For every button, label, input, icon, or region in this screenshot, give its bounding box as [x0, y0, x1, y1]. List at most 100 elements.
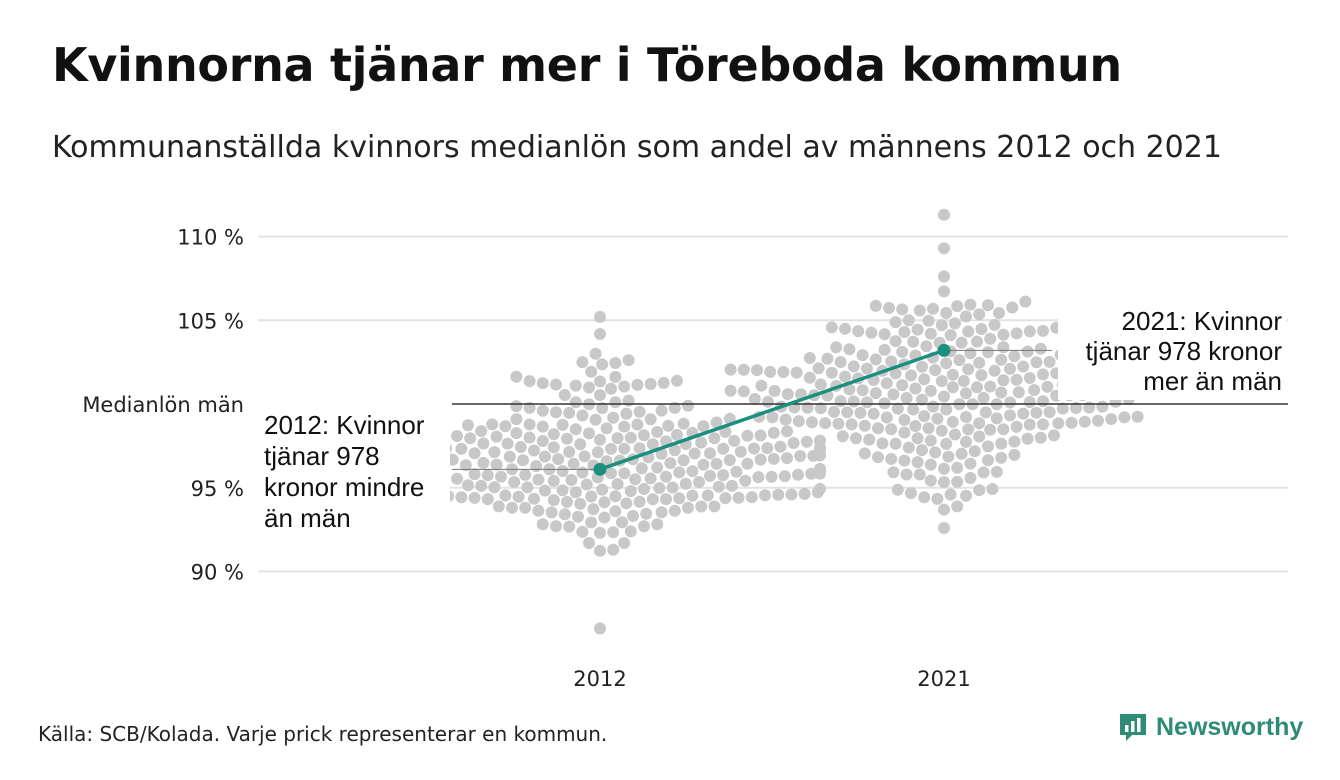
dot-2012: [514, 441, 527, 453]
dot-2012: [644, 472, 657, 485]
y-tick-label: 90 %: [191, 561, 244, 585]
dot-2012: [679, 477, 692, 490]
source-note: Källa: SCB/Kolada. Varje prick represent…: [38, 722, 608, 746]
dot-2012: [600, 422, 613, 435]
dot-2012: [545, 506, 558, 519]
dot-2012: [589, 347, 602, 360]
dot-2021: [995, 451, 1008, 464]
dot-2012: [712, 480, 725, 493]
dot-2021: [896, 379, 909, 392]
dot-2012: [660, 470, 672, 483]
dot-2012: [558, 389, 571, 401]
dot-2021: [872, 451, 884, 464]
dot-2021: [1008, 448, 1021, 461]
dot-2021: [764, 365, 777, 378]
reference-line-label: Medianlön män: [82, 393, 244, 417]
dot-2012: [814, 482, 826, 495]
dot-2021: [1105, 413, 1118, 425]
dot-2012: [589, 413, 602, 426]
dot-2012: [607, 411, 620, 424]
dot-2021: [942, 450, 955, 463]
dot-2021: [841, 406, 854, 419]
dot-2012: [622, 394, 635, 407]
dot-2012: [574, 497, 587, 510]
dot-2012: [517, 454, 529, 467]
dot-2012: [787, 437, 800, 449]
dot-2012: [521, 481, 534, 494]
dot-2021: [825, 321, 838, 334]
dot-2021: [1021, 345, 1034, 358]
dot-2012: [638, 483, 650, 495]
dot-2021: [935, 424, 948, 437]
dot-2012: [455, 491, 468, 504]
dot-2012: [618, 420, 631, 433]
dot-2012: [638, 429, 650, 442]
dot-2012: [741, 457, 754, 470]
dot-2012: [519, 468, 532, 481]
dot-2012: [475, 425, 488, 438]
dot-2021: [918, 491, 931, 504]
dot-2012: [673, 492, 686, 505]
dot-2012: [695, 500, 708, 513]
dot-2021: [924, 384, 937, 397]
dot-2021: [975, 369, 988, 382]
dot-2012: [651, 461, 664, 474]
dot-2021: [982, 299, 994, 312]
dot-2021: [946, 368, 959, 381]
dot-2021: [938, 285, 950, 298]
dot-2012: [622, 354, 635, 367]
dot-2021: [913, 304, 926, 317]
dot-2021: [852, 325, 865, 338]
dot-2021: [938, 242, 950, 255]
dot-2021: [946, 381, 959, 394]
dot-2021: [869, 299, 882, 312]
brand-logo[interactable]: Newsworthy: [1118, 712, 1303, 742]
dot-2021: [779, 413, 792, 426]
dot-2021: [984, 423, 997, 436]
dot-2021: [995, 386, 1008, 399]
dot-2012: [550, 406, 562, 419]
dot-2012: [523, 418, 536, 431]
dot-2012: [508, 476, 521, 488]
dot-2012: [607, 543, 620, 556]
dot-2021: [768, 384, 781, 397]
dot-2021: [940, 403, 953, 416]
dot-2012: [477, 456, 490, 469]
dot-2012: [794, 450, 807, 462]
dot-2021: [880, 377, 893, 390]
dot-2012: [748, 442, 760, 455]
dot-2012: [739, 474, 752, 487]
dot-2012: [574, 438, 587, 451]
dot-2012: [660, 493, 672, 506]
dot-2021: [872, 422, 884, 435]
dot-2012: [596, 358, 609, 371]
dot-2012: [708, 500, 721, 513]
dot-2021: [1023, 372, 1036, 384]
dot-2012: [591, 446, 604, 459]
dot-2012: [510, 400, 523, 413]
dot-2021: [1041, 380, 1054, 393]
dot-2012: [585, 516, 598, 529]
dot-2012: [745, 491, 758, 504]
dot-2012: [567, 457, 580, 470]
dot-2021: [1021, 432, 1034, 445]
dot-2012: [594, 526, 606, 539]
dot-2021: [997, 328, 1010, 341]
dot-2021: [1008, 350, 1021, 363]
annotation-2021-line: mer än män: [1143, 366, 1282, 396]
dot-2012: [510, 413, 523, 426]
newsworthy-logo-icon: [1120, 714, 1146, 741]
dot-2021: [1010, 420, 1023, 433]
dot-2021: [949, 317, 961, 330]
dot-2012: [646, 493, 659, 506]
dot-2012: [594, 389, 606, 402]
dot-2021: [905, 487, 917, 500]
dot-2012: [563, 406, 576, 419]
dot-2021: [995, 353, 1008, 366]
dot-2021: [819, 417, 832, 430]
dot-2021: [973, 430, 986, 443]
dot-2021: [927, 302, 939, 315]
dot-2021: [812, 362, 825, 375]
dot-2012: [536, 404, 549, 417]
dot-2012: [704, 469, 716, 482]
